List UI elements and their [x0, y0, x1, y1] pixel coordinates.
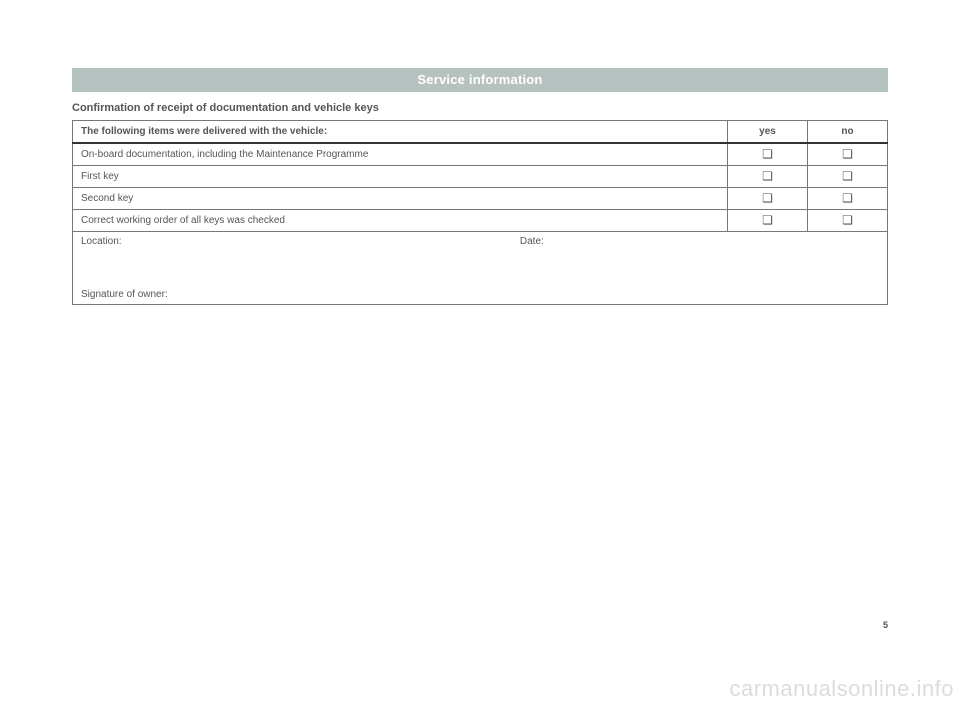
table-row: Correct working order of all keys was ch…	[73, 209, 888, 231]
checkbox-no: ❏	[808, 209, 888, 231]
checkbox-icon: ❏	[842, 191, 853, 205]
signature-row: Location: Date: Signature of owner:	[73, 231, 888, 304]
signature-owner-label: Signature of owner:	[81, 289, 879, 300]
row-label: Second key	[73, 187, 728, 209]
checkbox-no: ❏	[808, 165, 888, 187]
col-items-label: The following items were delivered with …	[73, 121, 728, 143]
checkbox-yes: ❏	[728, 165, 808, 187]
col-yes-label: yes	[728, 121, 808, 143]
col-no-label: no	[808, 121, 888, 143]
date-label: Date:	[520, 236, 879, 247]
manual-page: Service information Confirmation of rece…	[72, 68, 888, 305]
checkbox-no: ❏	[808, 143, 888, 166]
signature-cell: Location: Date: Signature of owner:	[73, 231, 888, 304]
table-row: Second key ❏ ❏	[73, 187, 888, 209]
section-header: Service information	[72, 68, 888, 92]
checkbox-yes: ❏	[728, 187, 808, 209]
row-label: Correct working order of all keys was ch…	[73, 209, 728, 231]
table-row: First key ❏ ❏	[73, 165, 888, 187]
checkbox-icon: ❏	[762, 213, 773, 227]
section-header-title: Service information	[417, 72, 542, 87]
section-subtitle: Confirmation of receipt of documentation…	[72, 102, 888, 114]
row-label: First key	[73, 165, 728, 187]
checkbox-icon: ❏	[762, 191, 773, 205]
watermark-text: carmanualsonline.info	[729, 676, 954, 702]
table-header-row: The following items were delivered with …	[73, 121, 888, 143]
checkbox-icon: ❏	[762, 147, 773, 161]
delivery-confirmation-table: The following items were delivered with …	[72, 120, 888, 305]
checkbox-icon: ❏	[842, 213, 853, 227]
checkbox-icon: ❏	[842, 169, 853, 183]
location-date-line: Location: Date:	[81, 236, 879, 247]
checkbox-icon: ❏	[842, 147, 853, 161]
checkbox-icon: ❏	[762, 169, 773, 183]
checkbox-no: ❏	[808, 187, 888, 209]
page-number: 5	[883, 620, 888, 630]
checkbox-yes: ❏	[728, 143, 808, 166]
location-label: Location:	[81, 236, 520, 247]
row-label: On-board documentation, including the Ma…	[73, 143, 728, 166]
checkbox-yes: ❏	[728, 209, 808, 231]
table-row: On-board documentation, including the Ma…	[73, 143, 888, 166]
